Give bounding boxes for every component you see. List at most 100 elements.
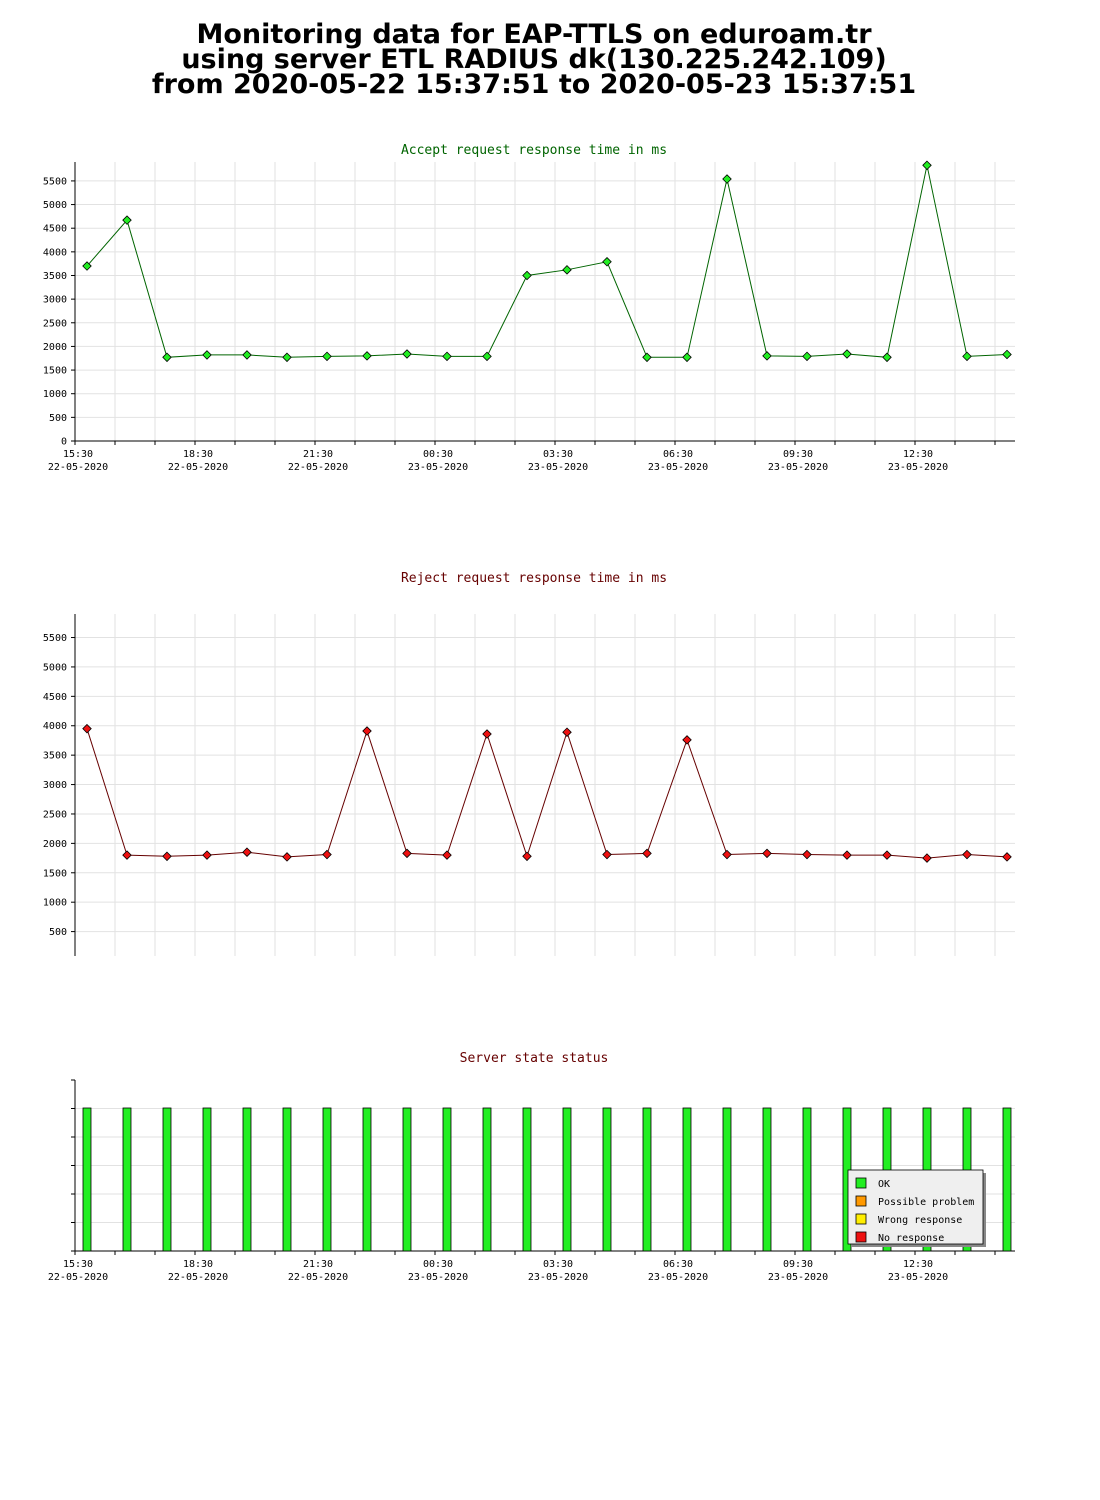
reject-y-tick-label: 2500 [43,809,67,820]
accept-data-point [1002,349,1012,360]
status-bar [242,1107,252,1252]
accept-series-line [86,165,1008,358]
status-x-tick-time: 12:30 [903,1259,933,1270]
status-x-tick-date: 22-05-2020 [48,1272,108,1283]
reject-y-tick-label: 5500 [43,633,67,644]
accept-data-point [362,351,372,361]
accept-data-point [962,351,972,362]
legend-swatch [855,1231,867,1243]
status-x-tick-time: 18:30 [183,1259,213,1270]
accept-y-tick-label: 500 [49,413,67,424]
accept-data-point [122,215,132,225]
accept-x-tick-date: 22-05-2020 [288,462,348,473]
status-x-tick-date: 23-05-2020 [768,1272,828,1283]
reject-series-line [86,728,1008,859]
accept-x-tick-date: 23-05-2020 [888,462,948,473]
status-bar [402,1107,412,1252]
header-line-3: from 2020-05-22 15:37:51 to 2020-05-23 1… [151,69,917,100]
reject-y-tick-label: 500 [49,927,67,938]
status-bar [602,1107,612,1252]
status-x-tick-time: 06:30 [663,1259,693,1270]
accept-data-point [322,351,332,362]
accept-y-tick-label: 2000 [43,342,67,353]
accept-x-tick-time: 15:30 [63,449,93,460]
reject-y-tick-label: 5000 [43,662,67,673]
accept-data-point [522,270,532,281]
accept-data-point [802,351,812,362]
accept-y-tick-label: 4000 [43,247,67,258]
status-bar [482,1107,492,1252]
accept-y-tick-label: 2500 [43,318,67,329]
reject-data-point [722,849,732,860]
accept-data-point [642,352,652,363]
accept-y-tick-label: 3500 [43,271,67,282]
reject-y-tick-label: 4500 [43,692,67,703]
accept-data-point [402,349,412,359]
reject-y-tick-label: 4000 [43,721,67,732]
accept-x-tick-date: 23-05-2020 [768,462,828,473]
accept-data-point [602,257,612,267]
status-bar [122,1107,132,1252]
status-x-tick-time: 15:30 [63,1259,93,1270]
page-header: Monitoring data for EAP-TTLS on eduroam.… [0,19,1068,100]
accept-data-point [882,352,892,363]
status-x-tick-time: 03:30 [543,1259,573,1270]
server-status-chart: Server state status 15:30 22-05-2020 18:30 2… [48,1051,1015,1283]
accept-x-tick-date: 23-05-2020 [528,462,588,473]
accept-x-tick-time: 09:30 [783,449,813,460]
reject-data-point [762,848,772,859]
status-bar [802,1107,812,1252]
legend-swatch [855,1177,867,1189]
accept-data-point [202,350,212,360]
reject-data-point [642,848,652,859]
reject-data-point [362,726,372,736]
reject-data-point [82,723,92,734]
accept-y-tick-label: 0 [61,437,67,448]
status-x-tick-date: 23-05-2020 [528,1272,588,1283]
legend-swatch [855,1213,867,1225]
legend-label: Wrong response [878,1215,962,1226]
status-x-tick-date: 23-05-2020 [408,1272,468,1283]
accept-data-point [282,352,292,363]
status-bar [562,1107,572,1252]
legend-swatch [855,1195,867,1207]
header-line-1: Monitoring data for EAP-TTLS on eduroam.… [196,19,872,50]
accept-x-tick-time: 21:30 [303,449,333,460]
status-bar [282,1107,292,1252]
accept-x-tick-time: 06:30 [663,449,693,460]
accept-y-tick-label: 1000 [43,389,67,400]
accept-x-tick-time: 18:30 [183,449,213,460]
reject-data-point [562,727,572,737]
status-bar [162,1107,172,1252]
reject-data-point [802,849,812,860]
status-bar [442,1107,452,1252]
accept-data-point [682,352,692,363]
accept-y-tick-label: 3000 [43,295,67,306]
accept-x-tick-date: 23-05-2020 [408,462,468,473]
accept-y-tick-label: 5500 [43,176,67,187]
accept-x-tick-date: 22-05-2020 [48,462,108,473]
reject-data-point [242,847,252,857]
status-bar [362,1107,372,1252]
reject-data-point [602,849,612,860]
reject-y-tick-label: 2000 [43,839,67,850]
reject-data-point [322,849,332,860]
accept-data-point [562,265,572,275]
legend-label: OK [878,1179,890,1190]
reject-data-point [962,849,972,860]
accept-x-tick-time: 00:30 [423,449,453,460]
accept-data-point [922,160,932,171]
status-bar [322,1107,332,1252]
reject-response-chart: Reject request response time in ms050010… [43,571,1015,956]
status-x-tick-date: 22-05-2020 [168,1272,228,1283]
accept-data-point [482,351,492,362]
accept-chart-title: Accept request response time in ms [401,143,667,158]
status-x-tick-date: 22-05-2020 [288,1272,348,1283]
reject-y-tick-label: 3000 [43,780,67,791]
accept-y-tick-label: 4500 [43,224,67,235]
status-bar [82,1107,92,1252]
reject-y-tick-label: 1000 [43,898,67,909]
status-x-tick-date: 23-05-2020 [888,1272,948,1283]
accept-x-tick-date: 22-05-2020 [168,462,228,473]
accept-x-tick-date: 23-05-2020 [648,462,708,473]
